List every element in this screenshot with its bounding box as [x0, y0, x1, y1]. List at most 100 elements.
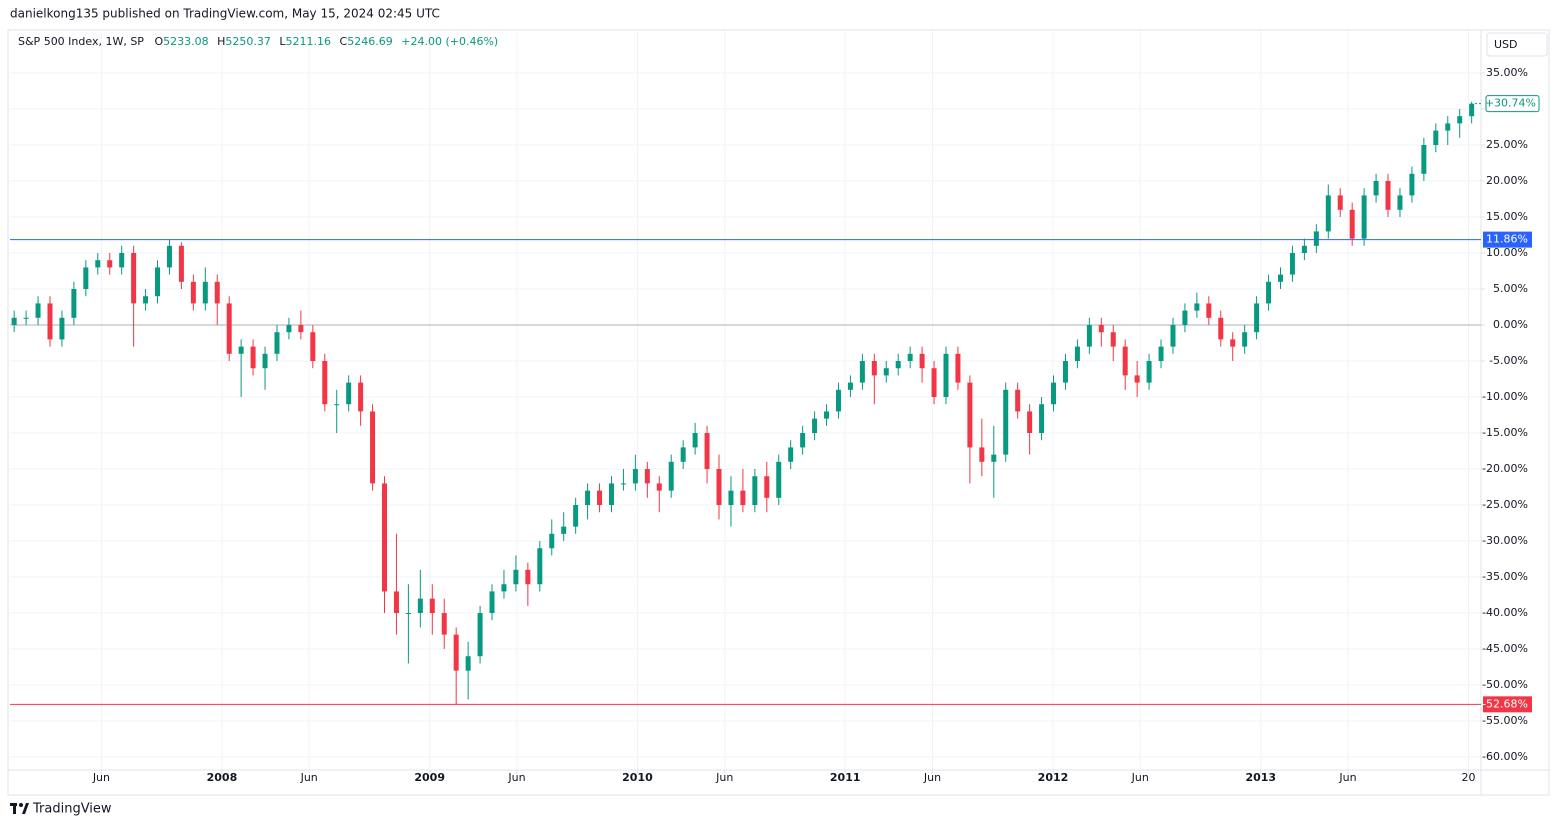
currency-label[interactable]: USD	[1494, 38, 1518, 51]
candle-body	[1170, 325, 1176, 347]
grid	[10, 30, 1481, 770]
y-tick-label: -60.00%	[1482, 750, 1528, 763]
candle-body	[740, 490, 746, 506]
candle-body	[1445, 123, 1451, 131]
candle-body	[1015, 389, 1021, 412]
x-tick-label: Jun	[507, 771, 525, 784]
candle-body	[238, 346, 244, 354]
candle-body	[1301, 245, 1307, 254]
candle-body	[1242, 332, 1248, 347]
x-tick-label: Jun	[923, 771, 941, 784]
candle-body	[1337, 195, 1343, 210]
candle-body	[358, 382, 364, 412]
price-label: -52.68%	[1482, 697, 1528, 710]
candle-body	[1409, 173, 1415, 196]
x-tick-label: Jun	[1338, 771, 1356, 784]
candle-body	[680, 447, 686, 462]
candle-body	[883, 368, 889, 376]
currency-button[interactable]	[1486, 32, 1548, 57]
candle-body	[1361, 195, 1367, 239]
y-tick-label: -45.00%	[1482, 642, 1528, 655]
candle-body	[1218, 317, 1224, 340]
candle-body	[943, 353, 949, 398]
candle-body	[1110, 332, 1116, 347]
x-tick-label: Jun	[1131, 771, 1149, 784]
candle-body	[812, 418, 818, 434]
price-label: 11.86%	[1486, 233, 1528, 246]
candle-body	[1206, 303, 1212, 318]
candle-body	[776, 461, 782, 498]
y-tick-label: 15.00%	[1486, 210, 1528, 223]
last-price-box	[1485, 95, 1540, 113]
y-tick-label: -30.00%	[1482, 534, 1528, 547]
legend-key: C	[339, 35, 348, 48]
last-price-label: +30.74%	[1485, 97, 1536, 110]
candle-body	[907, 353, 913, 362]
x-tick-label: Jun	[300, 771, 318, 784]
candle-body	[1062, 361, 1068, 383]
candle-body	[1278, 274, 1284, 282]
x-tick-label: 2012	[1038, 771, 1069, 784]
chart-frame	[7, 29, 1550, 796]
logo-mark	[19, 803, 23, 807]
candle-body	[1349, 209, 1355, 239]
candle-body	[429, 598, 435, 614]
candle-body	[573, 505, 579, 527]
candle-body	[835, 389, 841, 412]
legend-change: +24.00 (+0.46%)	[401, 35, 499, 48]
logo-mark	[22, 803, 29, 814]
candle-body	[847, 382, 853, 390]
y-tick-label: 35.00%	[1486, 66, 1528, 79]
candle-body	[298, 325, 304, 333]
candle-body	[1421, 144, 1427, 174]
y-tick-label: 0.00%	[1493, 318, 1528, 331]
legend-key: O	[154, 35, 164, 48]
y-tick-label: 25.00%	[1486, 138, 1528, 151]
candle-body	[59, 317, 65, 340]
legend-value: 5233.08	[163, 35, 209, 48]
candle-body	[286, 325, 292, 333]
candle-body	[83, 267, 89, 290]
candle-body	[346, 382, 352, 405]
candle-body	[1266, 281, 1272, 304]
y-tick-label: -40.00%	[1482, 606, 1528, 619]
candle-body	[608, 483, 614, 506]
candle-body	[549, 533, 555, 549]
x-tick-label: 20	[1462, 771, 1476, 784]
candle-body	[71, 289, 77, 318]
candle-body	[871, 361, 877, 376]
candle-body	[644, 469, 650, 484]
candle-body	[226, 303, 232, 354]
candle-body	[202, 281, 208, 304]
candle-body	[716, 469, 722, 506]
candle-body	[1074, 346, 1080, 362]
brand-logo	[10, 803, 29, 814]
price-label-box	[1483, 696, 1532, 713]
x-tick-label: Jun	[92, 771, 110, 784]
candle-body	[1469, 103, 1475, 117]
candle-body	[1194, 303, 1200, 311]
candle-body	[190, 281, 196, 304]
candle-body	[1039, 404, 1045, 434]
candle-body	[800, 433, 806, 448]
candle-body	[119, 253, 125, 268]
candle-body	[334, 404, 340, 406]
candle-body	[656, 483, 662, 491]
candle-body	[788, 447, 794, 462]
candle-body	[895, 361, 901, 369]
candle-body	[561, 526, 567, 534]
candle-body	[692, 433, 698, 448]
candle-body	[262, 353, 268, 369]
x-tick-label: 2011	[830, 771, 861, 784]
y-tick-label: -50.00%	[1482, 678, 1528, 691]
logo-mark	[13, 803, 16, 814]
candle-body	[274, 332, 280, 354]
candle-body	[417, 598, 423, 614]
candle-body	[250, 346, 256, 369]
candle-body	[131, 253, 137, 304]
candle-body	[1003, 389, 1009, 455]
candle-body	[1230, 339, 1236, 347]
candle-body	[441, 613, 447, 635]
